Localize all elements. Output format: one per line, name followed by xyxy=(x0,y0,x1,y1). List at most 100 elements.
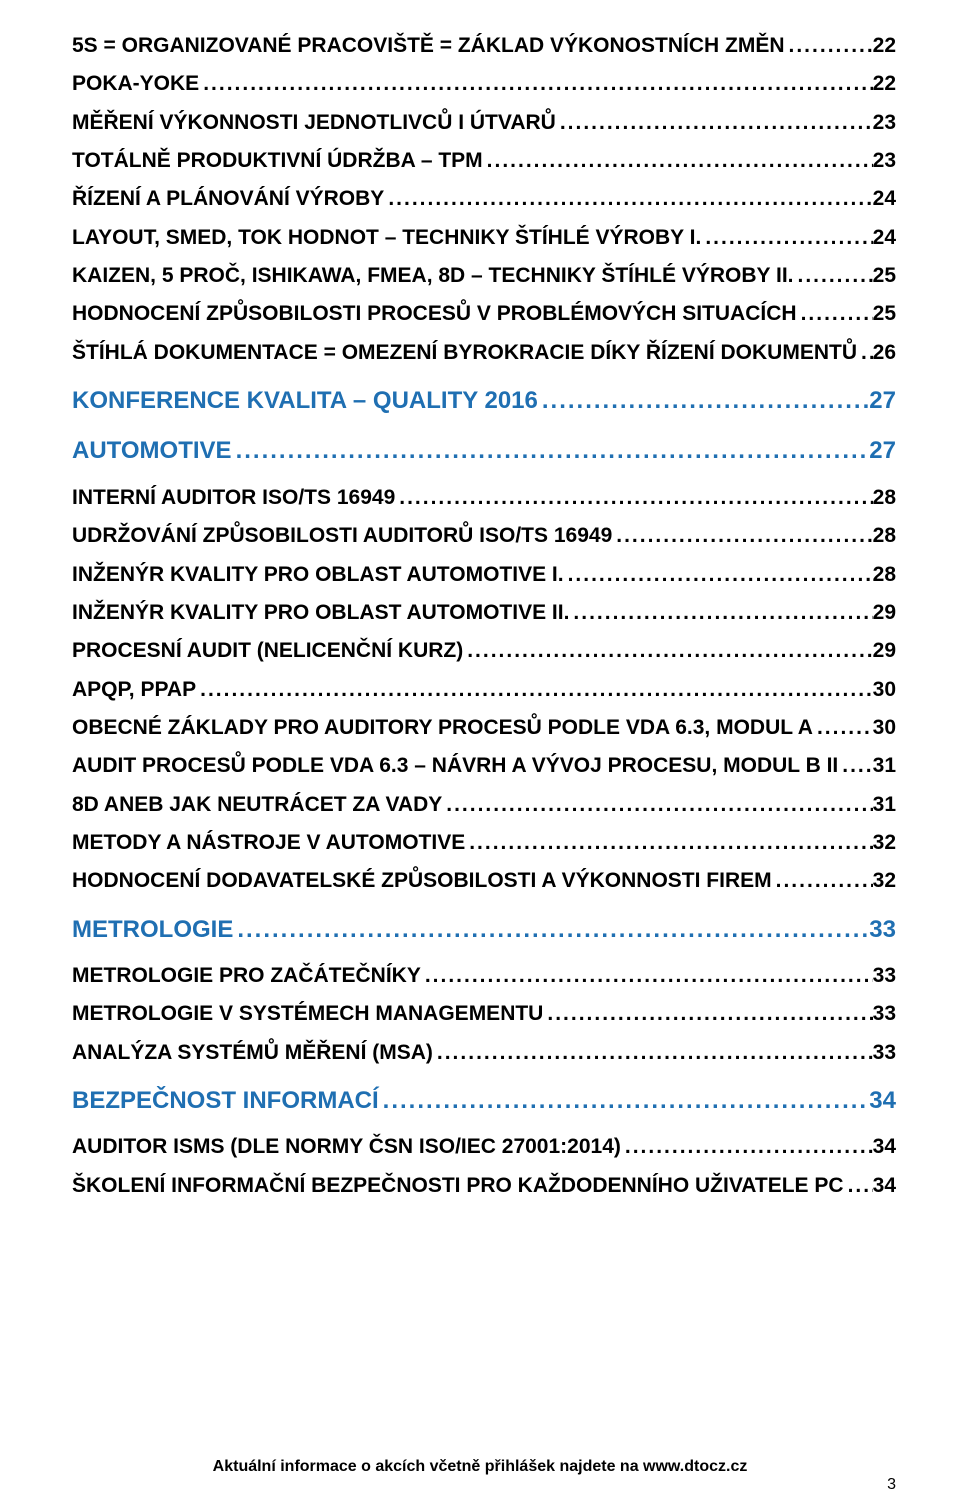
toc-title: MĚŘENÍ VÝKONNOSTI JEDNOTLIVCŮ I ÚTVARŮ xyxy=(72,109,556,137)
toc-entry: AUDITOR ISMS (DLE NORMY ČSN ISO/IEC 2700… xyxy=(72,1133,896,1161)
toc-page-number: 31 xyxy=(873,752,896,780)
toc-leader-dots: ........................................… xyxy=(838,752,872,780)
toc-title: ŠTÍHLÁ DOKUMENTACE = OMEZENÍ BYROKRACIE … xyxy=(72,339,857,367)
toc-page-number: 23 xyxy=(873,147,896,175)
toc-entry: KAIZEN, 5 PROČ, ISHIKAWA, FMEA, 8D – TEC… xyxy=(72,262,896,290)
toc-section: AUTOMOTIVE..............................… xyxy=(72,435,896,467)
toc-page-number: 28 xyxy=(873,484,896,512)
toc-page-number: 33 xyxy=(869,914,896,946)
toc-entry: OBECNÉ ZÁKLADY PRO AUDITORY PROCESŮ PODL… xyxy=(72,714,896,742)
toc-page-number: 26 xyxy=(873,339,896,367)
toc-title: 5S = ORGANIZOVANÉ PRACOVIŠTĚ = ZÁKLAD VÝ… xyxy=(72,32,785,60)
toc-entry: HODNOCENÍ ZPŮSOBILOSTI PROCESŮ V PROBLÉM… xyxy=(72,300,896,328)
toc-leader-dots: ........................................… xyxy=(232,435,870,467)
toc-page-number: 22 xyxy=(873,70,896,98)
toc-title: PROCESNÍ AUDIT (NELICENČNÍ KURZ) xyxy=(72,637,463,665)
toc-title: KAIZEN, 5 PROČ, ISHIKAWA, FMEA, 8D – TEC… xyxy=(72,262,794,290)
toc-title: ŘÍZENÍ A PLÁNOVÁNÍ VÝROBY xyxy=(72,185,384,213)
toc-title: HODNOCENÍ DODAVATELSKÉ ZPŮSOBILOSTI A VÝ… xyxy=(72,867,772,895)
toc-leader-dots: ........................................… xyxy=(233,914,869,946)
toc-title: UDRŽOVÁNÍ ZPŮSOBILOSTI AUDITORŮ ISO/TS 1… xyxy=(72,522,612,550)
toc-title: INŽENÝR KVALITY PRO OBLAST AUTOMOTIVE I. xyxy=(72,561,564,589)
toc-page-number: 22 xyxy=(873,32,896,60)
toc-container: 5S = ORGANIZOVANÉ PRACOVIŠTĚ = ZÁKLAD VÝ… xyxy=(72,32,896,1200)
toc-leader-dots: ........................................… xyxy=(465,829,872,857)
toc-page-number: 32 xyxy=(873,829,896,857)
toc-entry: ŠTÍHLÁ DOKUMENTACE = OMEZENÍ BYROKRACIE … xyxy=(72,339,896,367)
toc-leader-dots: ........................................… xyxy=(794,262,873,290)
toc-entry: AUDIT PROCESŮ PODLE VDA 6.3 – NÁVRH A VÝ… xyxy=(72,752,896,780)
toc-leader-dots: ........................................… xyxy=(543,1000,872,1028)
toc-leader-dots: ........................................… xyxy=(379,1085,870,1117)
toc-entry: 5S = ORGANIZOVANÉ PRACOVIŠTĚ = ZÁKLAD VÝ… xyxy=(72,32,896,60)
toc-leader-dots: ........................................… xyxy=(483,147,873,175)
toc-title: AUDIT PROCESŮ PODLE VDA 6.3 – NÁVRH A VÝ… xyxy=(72,752,838,780)
toc-title: INTERNÍ AUDITOR ISO/TS 16949 xyxy=(72,484,395,512)
toc-page-number: 33 xyxy=(873,1039,896,1067)
toc-title: APQP, PPAP xyxy=(72,676,196,704)
toc-leader-dots: ........................................… xyxy=(569,599,872,627)
toc-section: BEZPEČNOST INFORMACÍ....................… xyxy=(72,1085,896,1117)
toc-leader-dots: ........................................… xyxy=(564,561,873,589)
toc-title: OBECNÉ ZÁKLADY PRO AUDITORY PROCESŮ PODL… xyxy=(72,714,813,742)
toc-page-number: 33 xyxy=(873,962,896,990)
toc-entry: METROLOGIE V SYSTÉMECH MANAGEMENTU......… xyxy=(72,1000,896,1028)
toc-leader-dots: ........................................… xyxy=(813,714,873,742)
toc-leader-dots: ........................................… xyxy=(701,224,872,252)
toc-title: HODNOCENÍ ZPŮSOBILOSTI PROCESŮ V PROBLÉM… xyxy=(72,300,797,328)
toc-entry: ŠKOLENÍ INFORMAČNÍ BEZPEČNOSTI PRO KAŽDO… xyxy=(72,1172,896,1200)
toc-entry: POKA-YOKE...............................… xyxy=(72,70,896,98)
toc-title: KONFERENCE KVALITA – QUALITY 2016 xyxy=(72,385,538,417)
toc-entry: ANALÝZA SYSTÉMŮ MĚŘENÍ (MSA)............… xyxy=(72,1039,896,1067)
toc-page-number: 33 xyxy=(873,1000,896,1028)
toc-leader-dots: ........................................… xyxy=(556,109,873,137)
toc-section: KONFERENCE KVALITA – QUALITY 2016.......… xyxy=(72,385,896,417)
toc-leader-dots: ........................................… xyxy=(857,339,873,367)
toc-page-number: 28 xyxy=(873,522,896,550)
toc-entry: INŽENÝR KVALITY PRO OBLAST AUTOMOTIVE I.… xyxy=(72,561,896,589)
toc-page-number: 27 xyxy=(869,435,896,467)
toc-leader-dots: ........................................… xyxy=(442,791,872,819)
toc-page-number: 27 xyxy=(869,385,896,417)
toc-entry: METROLOGIE PRO ZAČÁTEČNÍKY..............… xyxy=(72,962,896,990)
toc-title: INŽENÝR KVALITY PRO OBLAST AUTOMOTIVE II… xyxy=(72,599,569,627)
toc-entry: LAYOUT, SMED, TOK HODNOT – TECHNIKY ŠTÍH… xyxy=(72,224,896,252)
toc-leader-dots: ........................................… xyxy=(384,185,872,213)
toc-leader-dots: ........................................… xyxy=(199,70,872,98)
toc-leader-dots: ........................................… xyxy=(196,676,873,704)
toc-title: METROLOGIE xyxy=(72,914,233,946)
toc-leader-dots: ........................................… xyxy=(772,867,873,895)
toc-title: ŠKOLENÍ INFORMAČNÍ BEZPEČNOSTI PRO KAŽDO… xyxy=(72,1172,844,1200)
toc-leader-dots: ........................................… xyxy=(785,32,873,60)
toc-page-number: 29 xyxy=(873,637,896,665)
footer-note: Aktuální informace o akcích včetně přihl… xyxy=(0,1458,960,1476)
toc-leader-dots: ........................................… xyxy=(621,1133,873,1161)
toc-leader-dots: ........................................… xyxy=(433,1039,873,1067)
toc-entry: HODNOCENÍ DODAVATELSKÉ ZPŮSOBILOSTI A VÝ… xyxy=(72,867,896,895)
toc-title: 8D ANEB JAK NEUTRÁCET ZA VADY xyxy=(72,791,442,819)
toc-section: METROLOGIE..............................… xyxy=(72,914,896,946)
toc-title: METROLOGIE PRO ZAČÁTEČNÍKY xyxy=(72,962,421,990)
toc-page-number: 31 xyxy=(873,791,896,819)
toc-page-number: 34 xyxy=(873,1172,896,1200)
toc-entry: ŘÍZENÍ A PLÁNOVÁNÍ VÝROBY...............… xyxy=(72,185,896,213)
toc-page-number: 25 xyxy=(873,262,896,290)
toc-entry: 8D ANEB JAK NEUTRÁCET ZA VADY...........… xyxy=(72,791,896,819)
toc-leader-dots: ........................................… xyxy=(797,300,873,328)
toc-title: METROLOGIE V SYSTÉMECH MANAGEMENTU xyxy=(72,1000,543,1028)
toc-title: AUTOMOTIVE xyxy=(72,435,232,467)
toc-page-number: 34 xyxy=(873,1133,896,1161)
toc-page-number: 32 xyxy=(873,867,896,895)
toc-page-number: 29 xyxy=(873,599,896,627)
toc-leader-dots: ........................................… xyxy=(612,522,872,550)
toc-page-number: 24 xyxy=(873,185,896,213)
toc-leader-dots: ........................................… xyxy=(844,1172,873,1200)
toc-title: METODY A NÁSTROJE V AUTOMOTIVE xyxy=(72,829,465,857)
toc-page-number: 23 xyxy=(873,109,896,137)
toc-page-number: 30 xyxy=(873,714,896,742)
toc-leader-dots: ........................................… xyxy=(421,962,873,990)
toc-title: AUDITOR ISMS (DLE NORMY ČSN ISO/IEC 2700… xyxy=(72,1133,621,1161)
toc-leader-dots: ........................................… xyxy=(395,484,872,512)
toc-page-number: 28 xyxy=(873,561,896,589)
toc-entry: METODY A NÁSTROJE V AUTOMOTIVE..........… xyxy=(72,829,896,857)
